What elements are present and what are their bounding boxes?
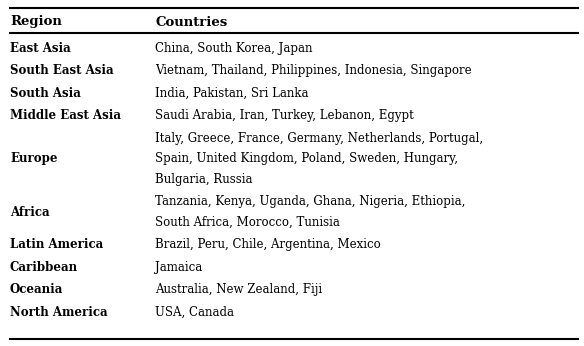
Text: Caribbean: Caribbean — [10, 261, 78, 274]
Text: Tanzania, Kenya, Uganda, Ghana, Nigeria, Ethiopia,: Tanzania, Kenya, Uganda, Ghana, Nigeria,… — [155, 195, 465, 208]
Text: Brazil, Peru, Chile, Argentina, Mexico: Brazil, Peru, Chile, Argentina, Mexico — [155, 238, 381, 252]
Text: Bulgaria, Russia: Bulgaria, Russia — [155, 173, 252, 186]
Text: Oceania: Oceania — [10, 283, 64, 297]
Text: Europe: Europe — [10, 152, 57, 165]
Text: South East Asia: South East Asia — [10, 64, 114, 78]
Text: Jamaica: Jamaica — [155, 261, 202, 274]
Text: Australia, New Zealand, Fiji: Australia, New Zealand, Fiji — [155, 283, 322, 297]
Text: South Asia: South Asia — [10, 87, 81, 100]
Text: North America: North America — [10, 306, 107, 319]
Text: India, Pakistan, Sri Lanka: India, Pakistan, Sri Lanka — [155, 87, 308, 100]
Text: Africa: Africa — [10, 206, 50, 219]
Text: Vietnam, Thailand, Philippines, Indonesia, Singapore: Vietnam, Thailand, Philippines, Indonesi… — [155, 64, 472, 78]
Text: Middle East Asia: Middle East Asia — [10, 109, 121, 122]
Text: Italy, Greece, France, Germany, Netherlands, Portugal,: Italy, Greece, France, Germany, Netherla… — [155, 132, 483, 145]
Text: South Africa, Morocco, Tunisia: South Africa, Morocco, Tunisia — [155, 216, 340, 229]
Text: Spain, United Kingdom, Poland, Sweden, Hungary,: Spain, United Kingdom, Poland, Sweden, H… — [155, 152, 458, 165]
Text: Latin America: Latin America — [10, 238, 103, 252]
Text: Region: Region — [10, 16, 62, 28]
Text: China, South Korea, Japan: China, South Korea, Japan — [155, 42, 312, 55]
Text: USA, Canada: USA, Canada — [155, 306, 234, 319]
Text: Saudi Arabia, Iran, Turkey, Lebanon, Egypt: Saudi Arabia, Iran, Turkey, Lebanon, Egy… — [155, 109, 413, 122]
Text: Countries: Countries — [155, 16, 227, 28]
Text: East Asia: East Asia — [10, 42, 71, 55]
